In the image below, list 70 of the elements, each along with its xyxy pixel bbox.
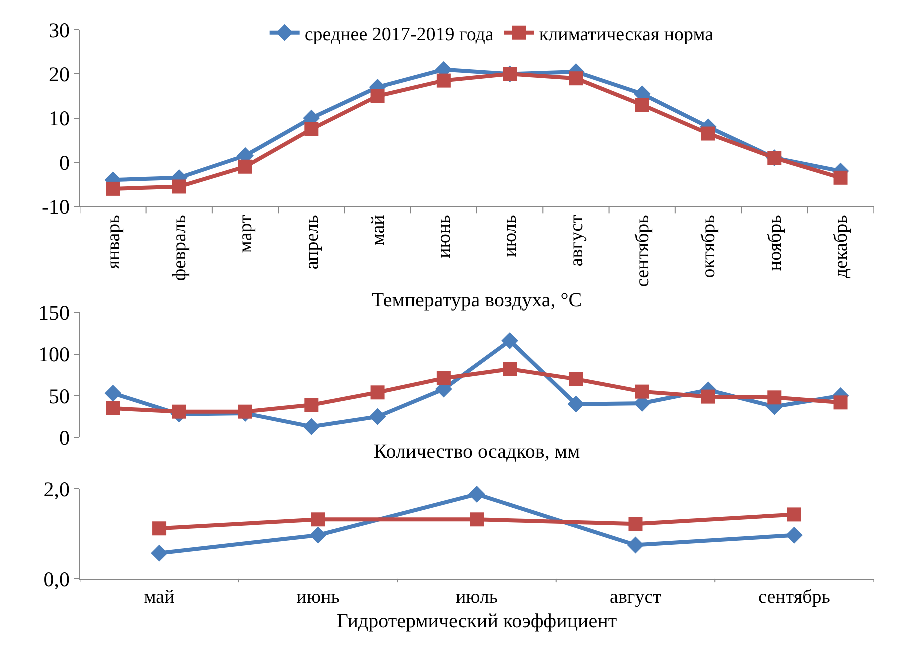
y-tick-label: 100 (38, 342, 70, 367)
point (635, 384, 650, 399)
point (311, 512, 326, 527)
point (503, 362, 518, 376)
y-tick-label: 10 (48, 106, 70, 131)
x-axis-title: Количество осадков, мм (374, 441, 580, 464)
point (768, 390, 782, 405)
x-tick-label: июнь (434, 214, 456, 258)
point (106, 182, 120, 196)
point (304, 398, 319, 412)
point (106, 402, 120, 416)
point (786, 526, 803, 544)
x-tick-label: ноябрь (764, 214, 786, 272)
point (468, 486, 486, 503)
x-tick-label: май (144, 586, 175, 608)
point (470, 512, 484, 527)
point (304, 122, 319, 136)
x-tick-label: сентябрь (632, 214, 654, 288)
x-tick-label: июль (500, 214, 522, 258)
x-tick-label: декабрь (830, 214, 852, 279)
point (569, 72, 584, 86)
point (635, 98, 650, 112)
x-tick-label: июль (456, 586, 498, 608)
x-tick-label: май (368, 215, 389, 246)
point (502, 332, 519, 350)
point (568, 396, 585, 413)
y-tick-label: 20 (48, 62, 70, 87)
x-axis-title: Гидротермический коэффициент (336, 610, 618, 632)
x-tick-label: июнь (296, 586, 340, 608)
point (303, 418, 320, 436)
point (310, 526, 327, 544)
x-tick-label: октябрь (698, 214, 720, 278)
x-axis-title: Температура воздуха, °C (372, 290, 582, 312)
x-tick-label: февраль (170, 214, 191, 282)
x-tick-label: апрель (302, 214, 323, 270)
point (701, 390, 716, 404)
y-tick-label: 0 (59, 150, 70, 175)
y-tick-label: 30 (48, 18, 70, 42)
point (370, 89, 385, 104)
point (369, 408, 386, 426)
point (172, 180, 186, 194)
y-tick-label: 150 (38, 300, 70, 325)
x-tick-label: январь (103, 214, 124, 270)
point (787, 508, 802, 522)
point (701, 126, 716, 141)
legend-label: среднее 2017-2019 года (304, 24, 494, 46)
y-tick-label: 0,0 (44, 567, 70, 592)
point (152, 522, 167, 536)
y-tick-label: -10 (42, 194, 70, 219)
x-tick-label: сентябрь (758, 586, 831, 608)
point (151, 544, 168, 562)
x-tick-label: март (236, 214, 257, 254)
point (370, 386, 385, 400)
point (436, 74, 451, 88)
legend-label: климатическая норма (539, 24, 714, 46)
point (569, 372, 584, 386)
point (627, 536, 644, 554)
point (834, 396, 848, 410)
point (104, 385, 122, 402)
point (238, 404, 253, 419)
point (834, 170, 848, 185)
y-tick-label: 0 (59, 426, 70, 450)
x-tick-label: август (566, 214, 588, 267)
y-tick-label: 50 (48, 384, 70, 408)
point (238, 160, 253, 174)
point (436, 371, 451, 386)
point (628, 517, 643, 532)
point (172, 404, 186, 419)
x-tick-label: август (610, 586, 662, 608)
y-tick-label: 2,0 (44, 477, 70, 502)
